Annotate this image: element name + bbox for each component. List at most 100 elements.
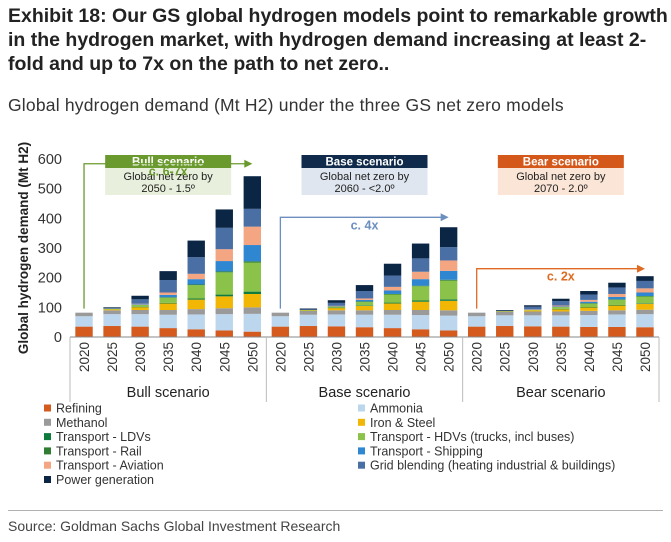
bar-segment	[271, 316, 290, 327]
bar-segment	[327, 306, 346, 308]
bar-segment	[131, 326, 149, 337]
bar-segment	[552, 311, 570, 316]
bar-segment	[439, 260, 458, 271]
bar-segment	[159, 297, 177, 303]
bar-segment	[327, 300, 346, 303]
scenario-detail-line: 2070 - 2.0º	[534, 183, 588, 195]
bar-segment	[636, 314, 654, 328]
scenario-header	[497, 155, 624, 168]
bar-segment	[580, 303, 598, 304]
bar-segment	[439, 310, 458, 316]
bar-segment	[439, 227, 458, 248]
legend-label: Power generation	[56, 473, 154, 487]
x-tick-label: 2045	[610, 342, 625, 372]
bar-segment	[411, 310, 430, 316]
bar-segment	[552, 315, 570, 327]
bar-segment	[411, 315, 430, 330]
bar-segment	[580, 294, 598, 300]
bar-segment	[496, 310, 514, 311]
bar-segment	[411, 279, 430, 286]
bar-segment	[496, 311, 514, 312]
bar-segment	[187, 273, 205, 280]
growth-arrow-line	[476, 268, 639, 309]
bar-segment	[271, 312, 290, 317]
bar-segment	[608, 310, 626, 315]
bar-segment	[243, 226, 262, 246]
legend-swatch	[44, 447, 51, 455]
bar-segment	[243, 245, 262, 262]
bar-segment	[215, 308, 233, 315]
bar-segment	[552, 308, 570, 310]
legend-swatch	[358, 433, 365, 441]
bar-segment	[103, 308, 121, 310]
legend-label: Transport - LDVs	[56, 430, 151, 444]
legend-label: Ammonia	[370, 402, 423, 416]
bar-segment	[187, 299, 205, 310]
x-tick-label: 2040	[189, 342, 204, 372]
bar-segment	[496, 310, 514, 312]
bar-segment	[187, 279, 205, 285]
legend-label: Iron & Steel	[370, 416, 435, 430]
growth-arrow-head	[244, 159, 253, 168]
bar-segment	[636, 292, 654, 297]
bar-segment	[524, 315, 542, 327]
bar-segment	[75, 312, 93, 317]
bar-segment	[215, 249, 233, 262]
group-label: Bull scenario	[127, 385, 210, 401]
legend-label: Transport - Aviation	[56, 459, 164, 473]
bar-segment	[439, 247, 458, 261]
bar-segment	[608, 293, 626, 297]
bar-segment	[327, 302, 346, 306]
bar-segment	[159, 292, 177, 295]
bar-segment	[383, 293, 402, 295]
growth-arrow-line	[279, 216, 443, 309]
legend-label: Transport - Shipping	[370, 444, 483, 458]
bar-segment	[187, 257, 205, 274]
bar-segment	[524, 311, 542, 316]
bar-segment	[243, 293, 262, 308]
bar-segment	[383, 275, 402, 287]
bar-segment	[299, 309, 318, 311]
bar-segment	[243, 261, 262, 263]
bar-segment	[187, 284, 205, 286]
bar-segment	[215, 261, 233, 272]
legend-swatch	[358, 404, 365, 412]
bar-segment	[327, 307, 346, 309]
bar-segment	[552, 301, 570, 306]
legend-label: Transport - HDVs (trucks, incl buses)	[370, 430, 574, 444]
bar-segment	[411, 300, 430, 302]
group-label: Base scenario	[319, 385, 411, 401]
bar-segment	[636, 309, 654, 315]
bar-segment	[383, 286, 402, 291]
x-tick-label: 2045	[217, 342, 232, 372]
bar-segment	[636, 296, 654, 297]
bar-segment	[636, 280, 654, 289]
legend-label: Transport - Rail	[56, 444, 142, 458]
bar-segment	[131, 314, 149, 327]
exhibit-title: Exhibit 18: Our GS global hydrogen model…	[8, 5, 668, 75]
bar-segment	[215, 314, 233, 331]
bar-segment	[439, 270, 458, 280]
bar-segment	[131, 303, 149, 305]
x-tick-label: 2030	[329, 342, 344, 372]
bar-segment	[383, 290, 402, 294]
bar-segment	[131, 310, 149, 315]
x-tick-label: 2020	[470, 342, 485, 372]
bar-segment	[215, 296, 233, 309]
legend-label: Refining	[56, 402, 102, 416]
bar-segment	[299, 310, 318, 311]
bar-segment	[636, 303, 654, 310]
bar-segment	[608, 304, 626, 306]
bar-segment	[467, 316, 486, 327]
bar-segment	[524, 310, 542, 312]
bar-segment	[75, 316, 93, 327]
group-label: Bear scenario	[516, 385, 605, 401]
legend-swatch	[44, 404, 51, 412]
bar-segment	[355, 305, 374, 311]
bar-segment	[411, 258, 430, 272]
y-tick-label: 300	[38, 241, 62, 257]
growth-arrow-head	[636, 264, 645, 273]
bar-segment	[580, 307, 598, 308]
bar-segment	[355, 305, 374, 306]
bar-segment	[215, 272, 233, 295]
